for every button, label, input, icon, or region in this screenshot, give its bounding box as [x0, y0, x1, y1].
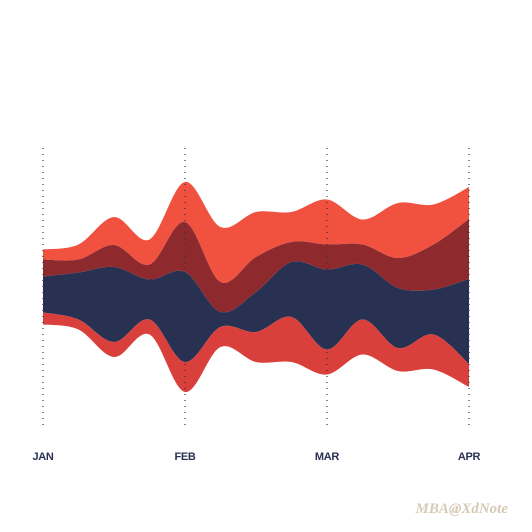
stream-layer — [43, 181, 469, 283]
stream-layer — [43, 312, 469, 393]
x-tick-label: APR — [458, 451, 481, 463]
x-tick-label: FEB — [174, 451, 195, 463]
stream-layer — [43, 219, 469, 313]
stream-layer — [43, 261, 469, 364]
x-tick-label: JAN — [32, 451, 53, 463]
watermark: MBA@XdNote — [415, 501, 509, 517]
x-tick-label: MAR — [315, 451, 340, 463]
